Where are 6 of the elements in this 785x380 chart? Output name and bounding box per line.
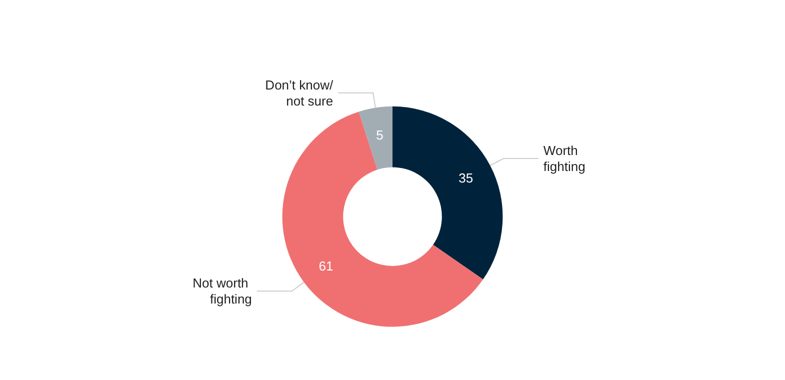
- slice-label: Worth fighting: [543, 143, 586, 174]
- data-label: 61: [318, 258, 334, 274]
- data-label: 35: [458, 170, 474, 186]
- data-label: 5: [376, 127, 384, 142]
- slice-label: Not worth fighting: [192, 276, 252, 307]
- slice-label: Don’t know/ not sure: [265, 77, 334, 108]
